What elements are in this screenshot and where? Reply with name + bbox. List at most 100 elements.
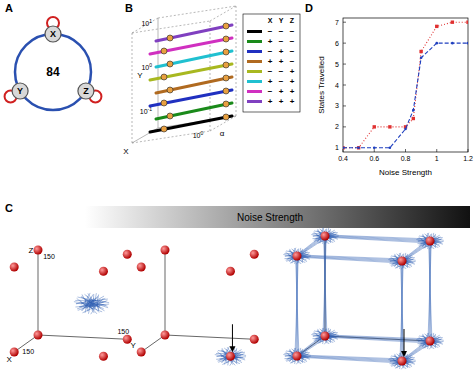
attractor xyxy=(34,246,43,255)
panel-c: Noise StrengthZ150X150150Y xyxy=(7,206,470,369)
axis-label: X xyxy=(123,147,129,156)
x-tick-label: 0.8 xyxy=(401,155,411,162)
transition-path xyxy=(401,263,404,362)
endpoint xyxy=(223,49,229,55)
attractor xyxy=(250,335,259,344)
endpoint xyxy=(161,48,167,54)
legend-header: Z xyxy=(290,17,295,24)
arrow-head xyxy=(229,346,235,352)
node-label: Z xyxy=(83,86,89,96)
y-tick-label: 1 xyxy=(335,144,339,151)
trajectory xyxy=(156,77,232,93)
legend-sign: + xyxy=(268,77,273,86)
bar-label: Noise Strength xyxy=(237,212,303,223)
marker xyxy=(404,128,407,131)
axis-line xyxy=(297,336,325,356)
endpoint xyxy=(167,61,173,67)
panel-label: D xyxy=(305,2,313,14)
transition-path xyxy=(324,237,326,337)
tick-label: 100 xyxy=(193,130,204,139)
legend-swatch xyxy=(247,60,262,63)
attractor xyxy=(10,263,19,272)
attractor xyxy=(137,263,146,272)
plot-data xyxy=(343,20,468,149)
transition-path xyxy=(402,241,430,261)
attractor xyxy=(398,357,407,366)
transition-path xyxy=(402,341,430,361)
attractor xyxy=(398,257,407,266)
legend-box xyxy=(243,14,300,112)
legend-sign: − xyxy=(290,57,295,66)
transition-path xyxy=(401,260,403,360)
transition-path xyxy=(326,337,429,342)
marker xyxy=(412,109,415,112)
node-label: Y xyxy=(17,86,23,96)
endpoint xyxy=(223,23,229,29)
axis-end: 150 xyxy=(117,328,129,335)
transition-path xyxy=(297,236,325,256)
marker xyxy=(412,117,415,120)
node xyxy=(12,83,28,99)
legend-sign: − xyxy=(268,67,273,76)
marker xyxy=(373,125,376,128)
x-tick xyxy=(436,149,437,152)
tick-base: 10 xyxy=(141,64,149,71)
legend-sign: + xyxy=(290,87,295,96)
legend-swatch xyxy=(247,30,262,33)
tick-label: 101 xyxy=(141,18,152,27)
marker xyxy=(435,42,438,45)
trajectory-cloud xyxy=(421,238,426,242)
axis-label: Y xyxy=(131,341,137,350)
trajectory xyxy=(156,51,232,67)
trajectory-cloud xyxy=(434,339,439,340)
legend-sign: + xyxy=(268,37,273,46)
plot-frame xyxy=(343,18,468,152)
marker xyxy=(451,42,454,45)
trajectory-cloud xyxy=(316,333,321,337)
arrow-head xyxy=(401,351,407,357)
endpoint xyxy=(223,75,229,81)
trajectory-cloud xyxy=(316,233,321,237)
scene xyxy=(283,228,443,370)
attractor xyxy=(123,250,132,259)
trajectory-cloud xyxy=(78,307,87,311)
transition-path xyxy=(297,336,325,356)
panel-label: C xyxy=(5,202,13,214)
transition-path xyxy=(298,257,401,262)
transition-path xyxy=(324,238,327,337)
trajectory-cloud xyxy=(329,234,334,235)
trajectory-cloud xyxy=(434,239,439,240)
legend-swatch xyxy=(247,70,262,73)
y-tick xyxy=(343,64,346,65)
trajectory-cloud xyxy=(301,254,306,255)
y-tick xyxy=(343,105,346,106)
x-tick-label: 1 xyxy=(435,155,439,162)
trajectory-cloud xyxy=(89,300,100,312)
figure: ABCDXYZ8410110010-1100XYαXYZ−−−+−−−+−++−… xyxy=(0,0,474,379)
x-tick-label: 0.6 xyxy=(369,155,379,162)
y-tick xyxy=(343,126,346,127)
tick-label: 100 xyxy=(141,62,152,71)
trajectory-cloud xyxy=(86,293,90,301)
transition-path xyxy=(299,257,401,263)
tick-exponent: 0 xyxy=(201,130,204,136)
legend-swatch xyxy=(247,40,262,43)
attractor xyxy=(99,267,108,276)
endpoint xyxy=(161,100,167,106)
y-tick-label: 6 xyxy=(335,40,339,47)
x-tick xyxy=(405,149,406,152)
axis-line xyxy=(165,335,254,339)
attractor xyxy=(321,332,330,341)
legend-sign: + xyxy=(290,67,295,76)
transition-path xyxy=(429,242,431,342)
x-tick xyxy=(374,149,375,152)
attractor xyxy=(426,237,435,246)
legend-sign: + xyxy=(290,77,295,86)
attractor xyxy=(250,250,259,259)
legend-sign: − xyxy=(279,77,284,86)
scene xyxy=(137,246,259,366)
node-label: X xyxy=(50,29,56,39)
transition-path xyxy=(299,357,401,363)
axis-end: 150 xyxy=(43,253,55,260)
transition-path xyxy=(401,262,403,362)
